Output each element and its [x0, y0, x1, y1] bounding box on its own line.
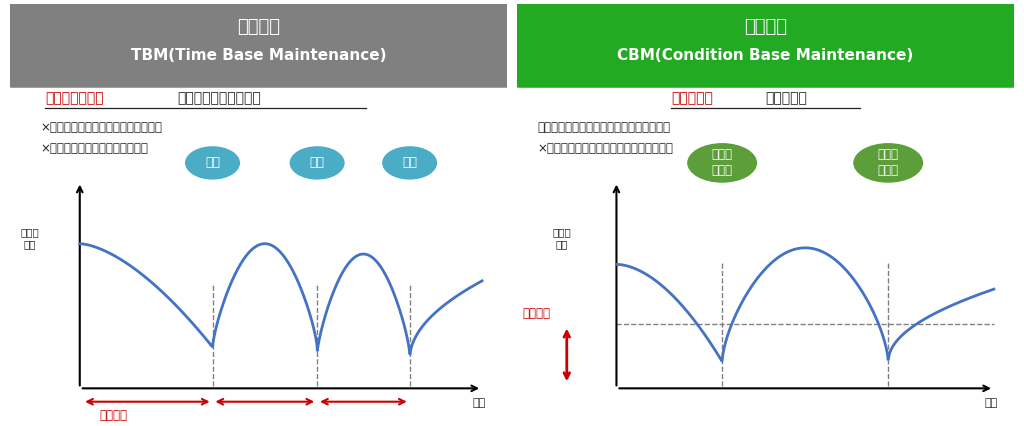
- Ellipse shape: [852, 142, 925, 184]
- Text: 装置の状態: 装置の状態: [671, 91, 713, 105]
- Text: 〇致命的な故障によるダウンタイム最小化: 〇致命的な故障によるダウンタイム最小化: [537, 121, 670, 134]
- Text: 時間: 時間: [985, 398, 998, 408]
- FancyBboxPatch shape: [510, 0, 1021, 88]
- Text: 検査: 検査: [205, 156, 220, 170]
- Text: 時間: 時間: [473, 398, 486, 408]
- Text: 装置の
状態: 装置の 状態: [552, 227, 571, 249]
- Text: メンテ
ナンス: メンテ ナンス: [712, 148, 732, 177]
- Ellipse shape: [289, 145, 346, 181]
- Ellipse shape: [184, 145, 241, 181]
- Bar: [12, 55, 505, 79]
- Text: メンテ
ナンス: メンテ ナンス: [878, 148, 899, 177]
- Text: 予防保全: 予防保全: [238, 18, 280, 36]
- Text: しきい値: しきい値: [522, 307, 550, 320]
- Text: などの指標を元に検査: などの指標を元に検査: [177, 91, 261, 105]
- FancyBboxPatch shape: [3, 0, 514, 426]
- Text: 検査: 検査: [309, 156, 325, 170]
- Text: 予知保全: 予知保全: [744, 18, 786, 36]
- Text: 装置の
状態: 装置の 状態: [20, 227, 40, 249]
- FancyBboxPatch shape: [3, 0, 514, 88]
- Text: ×監視用の装置導入やランニングのコスト: ×監視用の装置導入やランニングのコスト: [537, 142, 673, 155]
- Text: を元に検査: を元に検査: [766, 91, 807, 105]
- Text: ×故障対応のための人員工数確保: ×故障対応のための人員工数確保: [40, 142, 147, 155]
- Text: TBM(Time Base Maintenance): TBM(Time Base Maintenance): [131, 48, 386, 63]
- Text: 検査: 検査: [402, 156, 417, 170]
- Text: 一定期間: 一定期間: [99, 409, 128, 422]
- FancyBboxPatch shape: [510, 0, 1021, 426]
- Ellipse shape: [381, 145, 438, 181]
- Ellipse shape: [686, 142, 758, 184]
- Text: ×計画外の故障対応による生産性低下: ×計画外の故障対応による生産性低下: [40, 121, 162, 134]
- Bar: [519, 55, 1012, 79]
- Text: CBM(Condition Base Maintenance): CBM(Condition Base Maintenance): [617, 48, 913, 63]
- Text: 期間や稼働時間: 期間や稼働時間: [45, 91, 103, 105]
